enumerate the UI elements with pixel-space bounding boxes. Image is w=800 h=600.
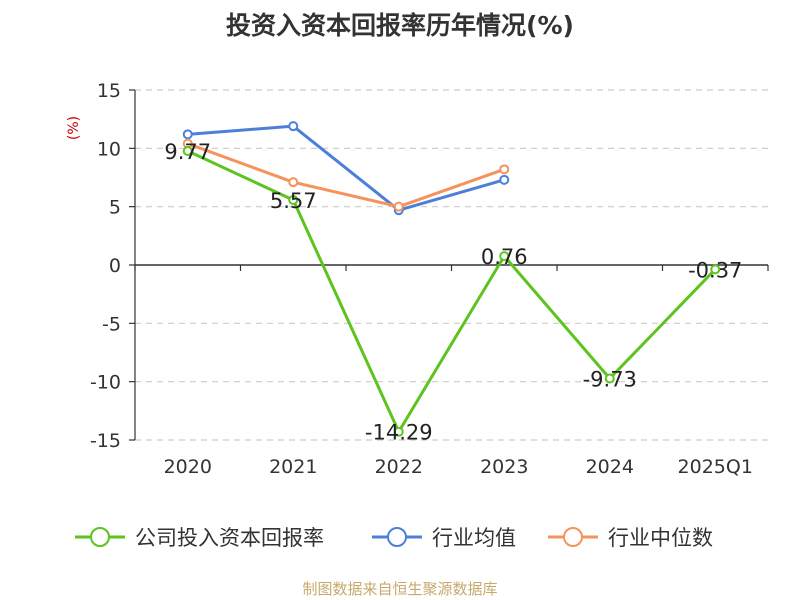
data-point	[288, 121, 299, 132]
y-axis-unit-label: (%)	[66, 116, 82, 140]
data-point	[182, 129, 193, 140]
data-labels: 9.77 5.57 -14.29 0.76 -9.73 -0.37	[164, 140, 742, 445]
chart-title: 投资入资本回报率历年情况(%)	[226, 11, 574, 40]
series-line-0	[187, 149, 717, 434]
x-tick-label: 2023	[480, 456, 528, 478]
data-source-note: 制图数据来自恒生聚源数据库	[302, 580, 498, 598]
legend-marker	[387, 527, 407, 547]
series-lines	[182, 121, 721, 437]
data-point	[182, 146, 193, 157]
legend-item-1[interactable]: 行业均值	[372, 526, 516, 550]
legend-marker	[563, 527, 583, 547]
legend[interactable]: 公司投入资本回报率 行业均值 行业中位数	[75, 526, 713, 550]
data-point	[393, 201, 404, 212]
data-point	[393, 426, 404, 437]
x-tick-label: 2024	[586, 456, 634, 478]
y-tick-label: -5	[102, 313, 121, 335]
legend-item-0[interactable]: 公司投入资本回报率	[75, 526, 324, 550]
y-tick-label: -15	[90, 430, 121, 452]
data-point	[499, 251, 510, 262]
data-label: -9.73	[583, 368, 637, 392]
x-tick-label: 2020	[164, 456, 212, 478]
data-label: 0.76	[481, 245, 528, 269]
series-line-2	[187, 142, 505, 209]
legend-item-2[interactable]: 行业中位数	[548, 526, 713, 550]
x-tick-label: 2025Q1	[678, 456, 753, 478]
data-label: -14.29	[365, 421, 433, 445]
data-point	[288, 195, 299, 206]
data-point	[604, 373, 615, 384]
y-tick-label: 0	[109, 255, 121, 277]
data-label: 5.57	[270, 189, 317, 213]
legend-label: 行业均值	[432, 526, 516, 550]
series-line-1	[187, 124, 505, 212]
legend-label: 行业中位数	[608, 526, 713, 550]
data-label: -0.37	[688, 258, 742, 282]
y-tick-label: 15	[97, 80, 121, 102]
y-tick-label: 5	[109, 197, 121, 219]
y-tick-label: 10	[97, 138, 121, 160]
axes: 15 10 5 0 -5 -10 -15 2020 2021 2022 2023 2024 2025Q1…	[66, 80, 769, 478]
data-point	[499, 174, 510, 185]
legend-marker	[90, 527, 110, 547]
legend-label: 公司投入资本回报率	[135, 526, 324, 550]
data-point	[710, 264, 721, 275]
data-label: 9.77	[164, 140, 211, 164]
data-point	[288, 177, 299, 188]
x-tick-label: 2021	[269, 456, 317, 478]
data-point	[499, 164, 510, 175]
x-tick-label: 2022	[375, 456, 423, 478]
y-tick-label: -10	[90, 372, 121, 394]
